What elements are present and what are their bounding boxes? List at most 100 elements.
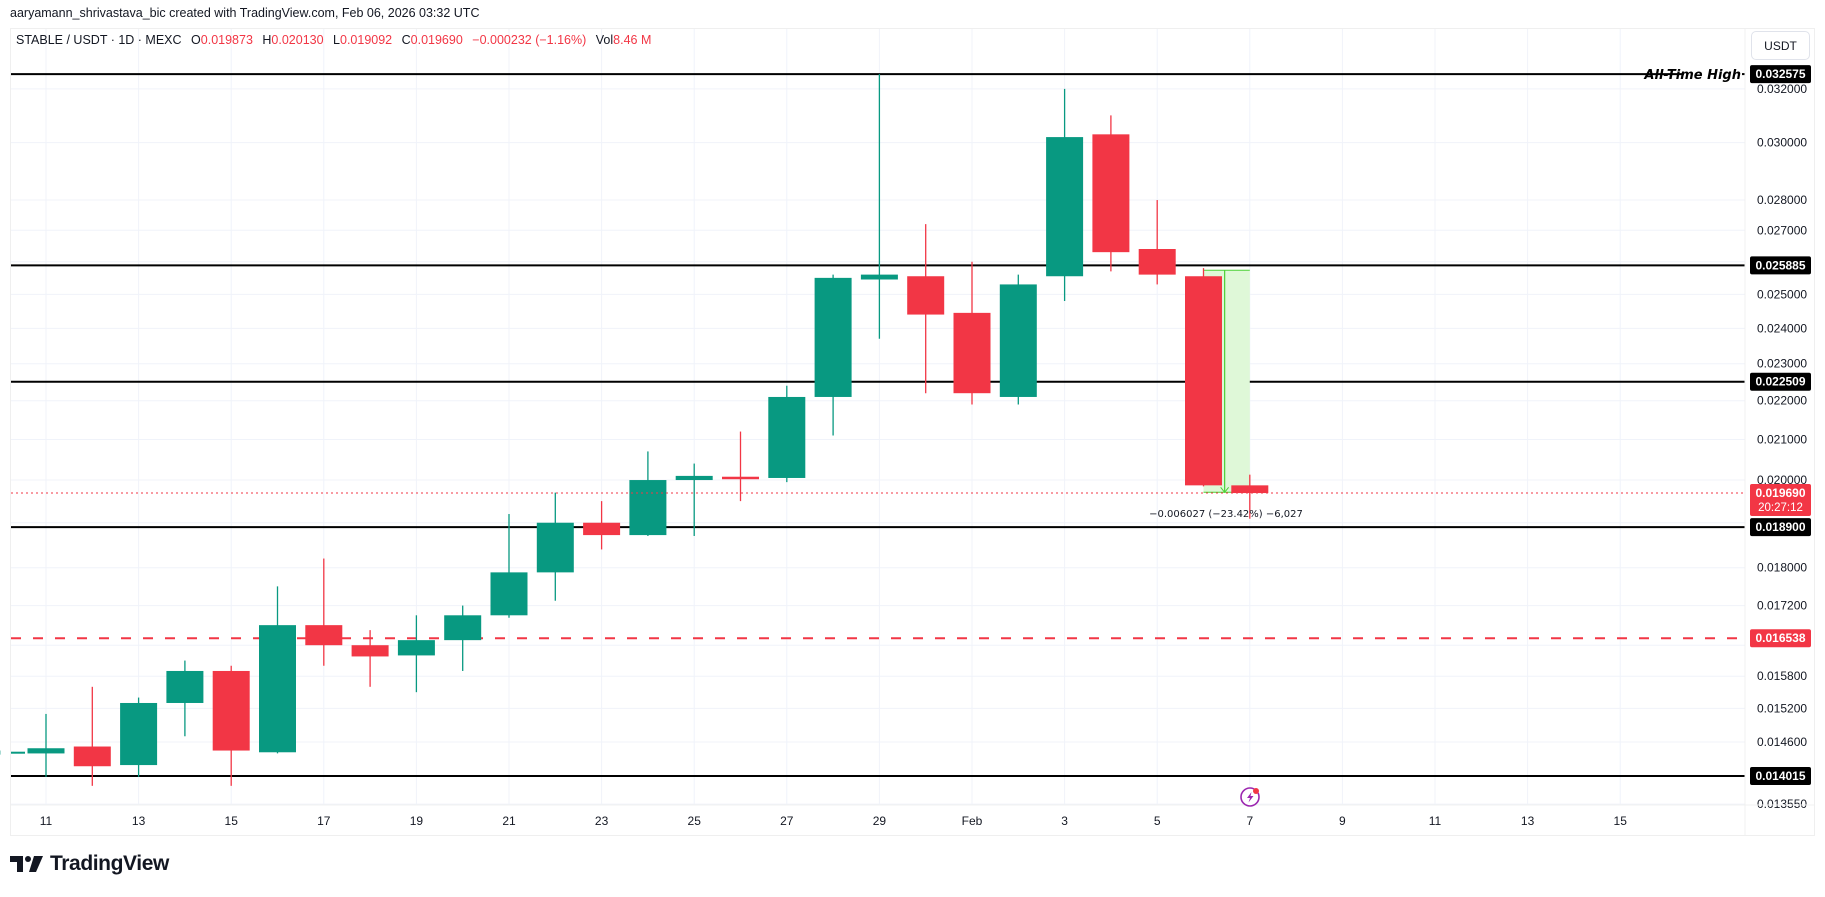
time-tick: 15 bbox=[1614, 814, 1628, 828]
symbol-title[interactable]: STABLE / USDT · 1D · MEXC bbox=[16, 33, 182, 47]
candle[interactable] bbox=[629, 480, 667, 536]
time-tick: 21 bbox=[502, 814, 516, 828]
price-tick: 0.025000 bbox=[1757, 287, 1807, 301]
last-price-label: 0.019690 bbox=[1755, 486, 1805, 500]
time-tick: 11 bbox=[1429, 814, 1442, 828]
price-tick: 0.017200 bbox=[1757, 599, 1807, 613]
price-tick: 0.030000 bbox=[1757, 136, 1807, 150]
chart-credit: aaryamann_shrivastava_bic created with T… bbox=[10, 6, 480, 20]
candle[interactable] bbox=[583, 522, 621, 536]
price-tick: 0.023000 bbox=[1757, 357, 1807, 371]
ath-label: All-Time High bbox=[1643, 68, 1741, 83]
candle[interactable] bbox=[860, 274, 898, 280]
time-tick: 27 bbox=[780, 814, 794, 828]
time-tick: 3 bbox=[1061, 814, 1068, 828]
lightning-event-icon[interactable] bbox=[1240, 787, 1260, 807]
measure-label: −0.006027 (−23.42%) −6,027 bbox=[1149, 509, 1303, 520]
open-label: O bbox=[191, 33, 201, 47]
close-label: C bbox=[401, 33, 411, 47]
price-tick: 0.032000 bbox=[1757, 82, 1807, 96]
candle[interactable] bbox=[768, 396, 806, 478]
time-tick: 11 bbox=[40, 814, 53, 828]
open-value: 0.019873 bbox=[200, 33, 253, 47]
candle[interactable] bbox=[27, 748, 65, 754]
level-price-label: 0.032575 bbox=[1755, 67, 1805, 81]
candle[interactable] bbox=[259, 625, 296, 753]
candle[interactable] bbox=[11, 751, 25, 754]
time-tick: Feb bbox=[962, 814, 983, 828]
price-tick: 0.020000 bbox=[1757, 473, 1807, 487]
candles bbox=[0, 74, 1269, 786]
candle[interactable] bbox=[490, 572, 528, 616]
candle[interactable] bbox=[907, 276, 945, 315]
low-value: 0.019092 bbox=[340, 33, 393, 47]
price-tick: 0.021000 bbox=[1757, 432, 1807, 446]
price-tick: 0.015800 bbox=[1757, 669, 1807, 683]
time-tick: 19 bbox=[410, 814, 424, 828]
candle[interactable] bbox=[999, 284, 1037, 397]
level-price-label: 0.014015 bbox=[1755, 769, 1805, 783]
volume-value: 8.46 M bbox=[613, 33, 652, 47]
countdown-label: 20:27:12 bbox=[1758, 502, 1803, 514]
tradingview-logo[interactable]: TradingView bbox=[10, 852, 169, 876]
time-tick: 5 bbox=[1154, 814, 1161, 828]
time-tick: 15 bbox=[225, 814, 239, 828]
currency-button[interactable]: USDT bbox=[1751, 31, 1810, 60]
high-label: H bbox=[262, 33, 272, 47]
candle[interactable] bbox=[722, 476, 759, 480]
time-tick: 29 bbox=[873, 814, 887, 828]
price-tick: 0.028000 bbox=[1757, 193, 1807, 207]
candle[interactable] bbox=[675, 475, 713, 481]
candle[interactable] bbox=[166, 670, 204, 703]
price-tick: 0.027000 bbox=[1757, 223, 1807, 237]
candle[interactable] bbox=[397, 640, 435, 656]
price-tick: 0.014600 bbox=[1757, 735, 1807, 749]
candle[interactable] bbox=[305, 625, 343, 646]
chart-frame bbox=[10, 28, 1815, 836]
candle[interactable] bbox=[814, 277, 852, 397]
level-price-label: 0.025885 bbox=[1755, 258, 1805, 272]
change-value: −0.000232 (−1.16%) bbox=[472, 33, 587, 47]
candle[interactable] bbox=[1185, 276, 1222, 486]
price-tick: 0.022000 bbox=[1757, 394, 1807, 408]
time-tick: 13 bbox=[132, 814, 146, 828]
price-tick: 0.018000 bbox=[1757, 561, 1807, 575]
candle[interactable] bbox=[444, 615, 482, 641]
candle[interactable] bbox=[953, 312, 991, 394]
symbol-legend: STABLE / USDT · 1D · MEXC O0.019873 H0.0… bbox=[16, 33, 657, 47]
candle[interactable] bbox=[1138, 249, 1176, 275]
candle[interactable] bbox=[73, 746, 111, 767]
close-value: 0.019690 bbox=[410, 33, 463, 47]
ath-annotation: All-Time High bbox=[1643, 68, 1741, 83]
price-tick: 0.013550 bbox=[1757, 797, 1807, 811]
candle[interactable] bbox=[351, 645, 389, 657]
level-price-label: 0.016538 bbox=[1755, 631, 1805, 645]
level-price-label: 0.022509 bbox=[1755, 375, 1805, 389]
candle[interactable] bbox=[1046, 137, 1084, 277]
price-tick: 0.024000 bbox=[1757, 321, 1807, 335]
time-tick: 7 bbox=[1246, 814, 1253, 828]
grid-lines bbox=[11, 29, 1745, 805]
price-tick: 0.015200 bbox=[1757, 701, 1807, 715]
time-tick: 9 bbox=[1339, 814, 1346, 828]
time-tick: 13 bbox=[1521, 814, 1535, 828]
volume-label: Vol bbox=[595, 33, 614, 47]
time-axis[interactable]: 11 13 15 17 19 21 23 25 27 29 Feb 3 5 7 9 11 13 15 bbox=[11, 804, 1814, 828]
low-label: L bbox=[333, 33, 340, 47]
level-price-label: 0.018900 bbox=[1755, 520, 1805, 534]
candle[interactable] bbox=[536, 522, 574, 573]
price-labels: 0.032575 0.025885 0.022509 0.018900 0.016538… bbox=[1750, 65, 1811, 785]
horizontal-levels bbox=[11, 73, 1745, 777]
high-value: 0.020130 bbox=[271, 33, 324, 47]
price-axis[interactable]: 0.032000 0.030000 0.028000 0.027000 0.025000… bbox=[1744, 29, 1807, 835]
time-tick: 17 bbox=[317, 814, 331, 828]
candle[interactable] bbox=[1092, 134, 1130, 253]
time-tick: 25 bbox=[688, 814, 702, 828]
candle[interactable] bbox=[212, 670, 250, 751]
time-tick: 23 bbox=[595, 814, 609, 828]
candle[interactable] bbox=[1231, 485, 1269, 494]
tradingview-logo-icon bbox=[10, 856, 43, 872]
tradingview-brand: TradingView bbox=[50, 852, 169, 875]
candle[interactable] bbox=[120, 702, 158, 766]
